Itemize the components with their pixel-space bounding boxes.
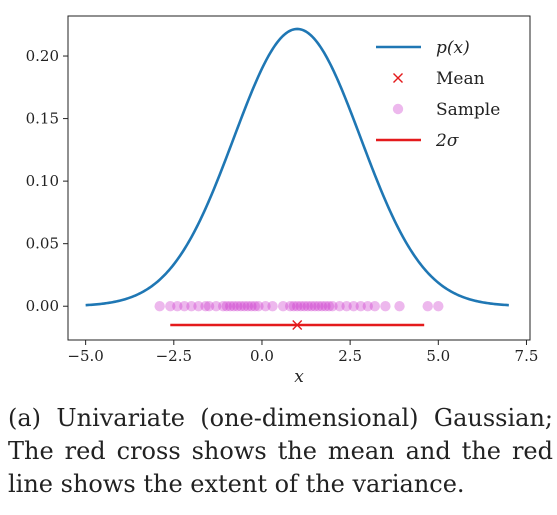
legend-label: p(x): [436, 38, 470, 58]
sample-point: [165, 301, 176, 312]
sample-point: [306, 301, 317, 312]
y-tick-label: 0.20: [26, 47, 59, 65]
sample-point: [295, 301, 306, 312]
x-tick-label: 7.5: [515, 347, 539, 365]
sample-point: [186, 301, 197, 312]
gaussian-chart: −5.0 −2.5 0.0 2.5 5.0 7.5 0.00 0.05 0.10 0.15 0.2…: [26, 15, 538, 387]
sample-point: [284, 301, 296, 312]
x-tick-label: 2.5: [338, 347, 362, 365]
y-tick-label: 0.00: [26, 297, 59, 315]
sample-point: [309, 301, 321, 312]
sample-point: [246, 301, 257, 312]
x-axis: −5.0 −2.5 0.0 2.5 5.0 7.5: [67, 340, 538, 365]
density-curve: [85, 27, 509, 307]
x-tick-label: 5.0: [426, 347, 450, 365]
legend-entry: 2σ: [376, 131, 459, 151]
plot-area: [85, 27, 509, 330]
sample-point: [433, 301, 444, 312]
sample-point: [299, 301, 310, 312]
sample-point: [348, 301, 359, 312]
y-tick-label: 0.15: [26, 110, 59, 128]
sample-point: [239, 301, 250, 312]
figure-caption: (a) Univariate (one-dimensional) Gaussia…: [8, 404, 553, 498]
sample-point: [179, 301, 190, 312]
x-axis-label: x: [294, 367, 304, 387]
sample-point: [302, 301, 314, 312]
sample-point: [242, 301, 254, 312]
legend-dot-swatch: [392, 103, 404, 115]
sample-point: [232, 301, 243, 312]
x-tick-label: 0.0: [250, 347, 274, 365]
sample-point: [200, 301, 211, 312]
legend-label: Sample: [436, 100, 500, 120]
sample-point: [355, 301, 366, 312]
sample-point: [210, 301, 222, 312]
sample-point: [422, 301, 433, 312]
sample-point: [225, 301, 236, 312]
sample-point: [362, 301, 373, 312]
legend: p(x) Mean Sample 2σ: [376, 38, 500, 151]
sample-point: [341, 301, 352, 312]
sample-point: [228, 301, 239, 312]
sample-point: [267, 301, 278, 312]
legend-entry: p(x): [376, 38, 470, 58]
sample-point: [380, 301, 391, 312]
sample-point: [313, 301, 324, 312]
sample-point: [217, 301, 229, 312]
y-tick-label: 0.05: [26, 235, 59, 253]
sample-point: [316, 301, 328, 312]
sample-point: [253, 301, 264, 312]
sample-point: [154, 301, 165, 312]
sample-point: [277, 301, 289, 312]
mean-marker: [292, 319, 303, 330]
legend-label: Mean: [436, 69, 485, 89]
y-tick-label: 0.10: [26, 172, 59, 190]
sample-point: [323, 301, 335, 312]
sample-point: [327, 301, 338, 312]
axes-frame: [67, 15, 531, 341]
y-axis: 0.00 0.05 0.10 0.15 0.20: [26, 47, 68, 315]
sample-point: [394, 301, 405, 312]
sample-point: [203, 301, 215, 312]
sample-point: [221, 301, 232, 312]
x-tick-label: −5.0: [67, 347, 103, 365]
sample-point: [260, 301, 271, 312]
sample-point: [292, 301, 303, 312]
sample-point: [334, 301, 345, 312]
sample-point: [369, 301, 381, 312]
sample-point: [172, 301, 183, 312]
sample-point: [249, 301, 261, 312]
sample-point: [320, 301, 331, 312]
x-tick-label: −2.5: [156, 347, 192, 365]
sample-point: [235, 301, 247, 312]
legend-cross-swatch: [393, 73, 403, 83]
legend-entry: Mean: [393, 69, 485, 89]
legend-entry: Sample: [392, 100, 500, 120]
sample-point: [288, 301, 299, 312]
sample-point: [193, 301, 204, 312]
legend-label: 2σ: [435, 131, 459, 151]
